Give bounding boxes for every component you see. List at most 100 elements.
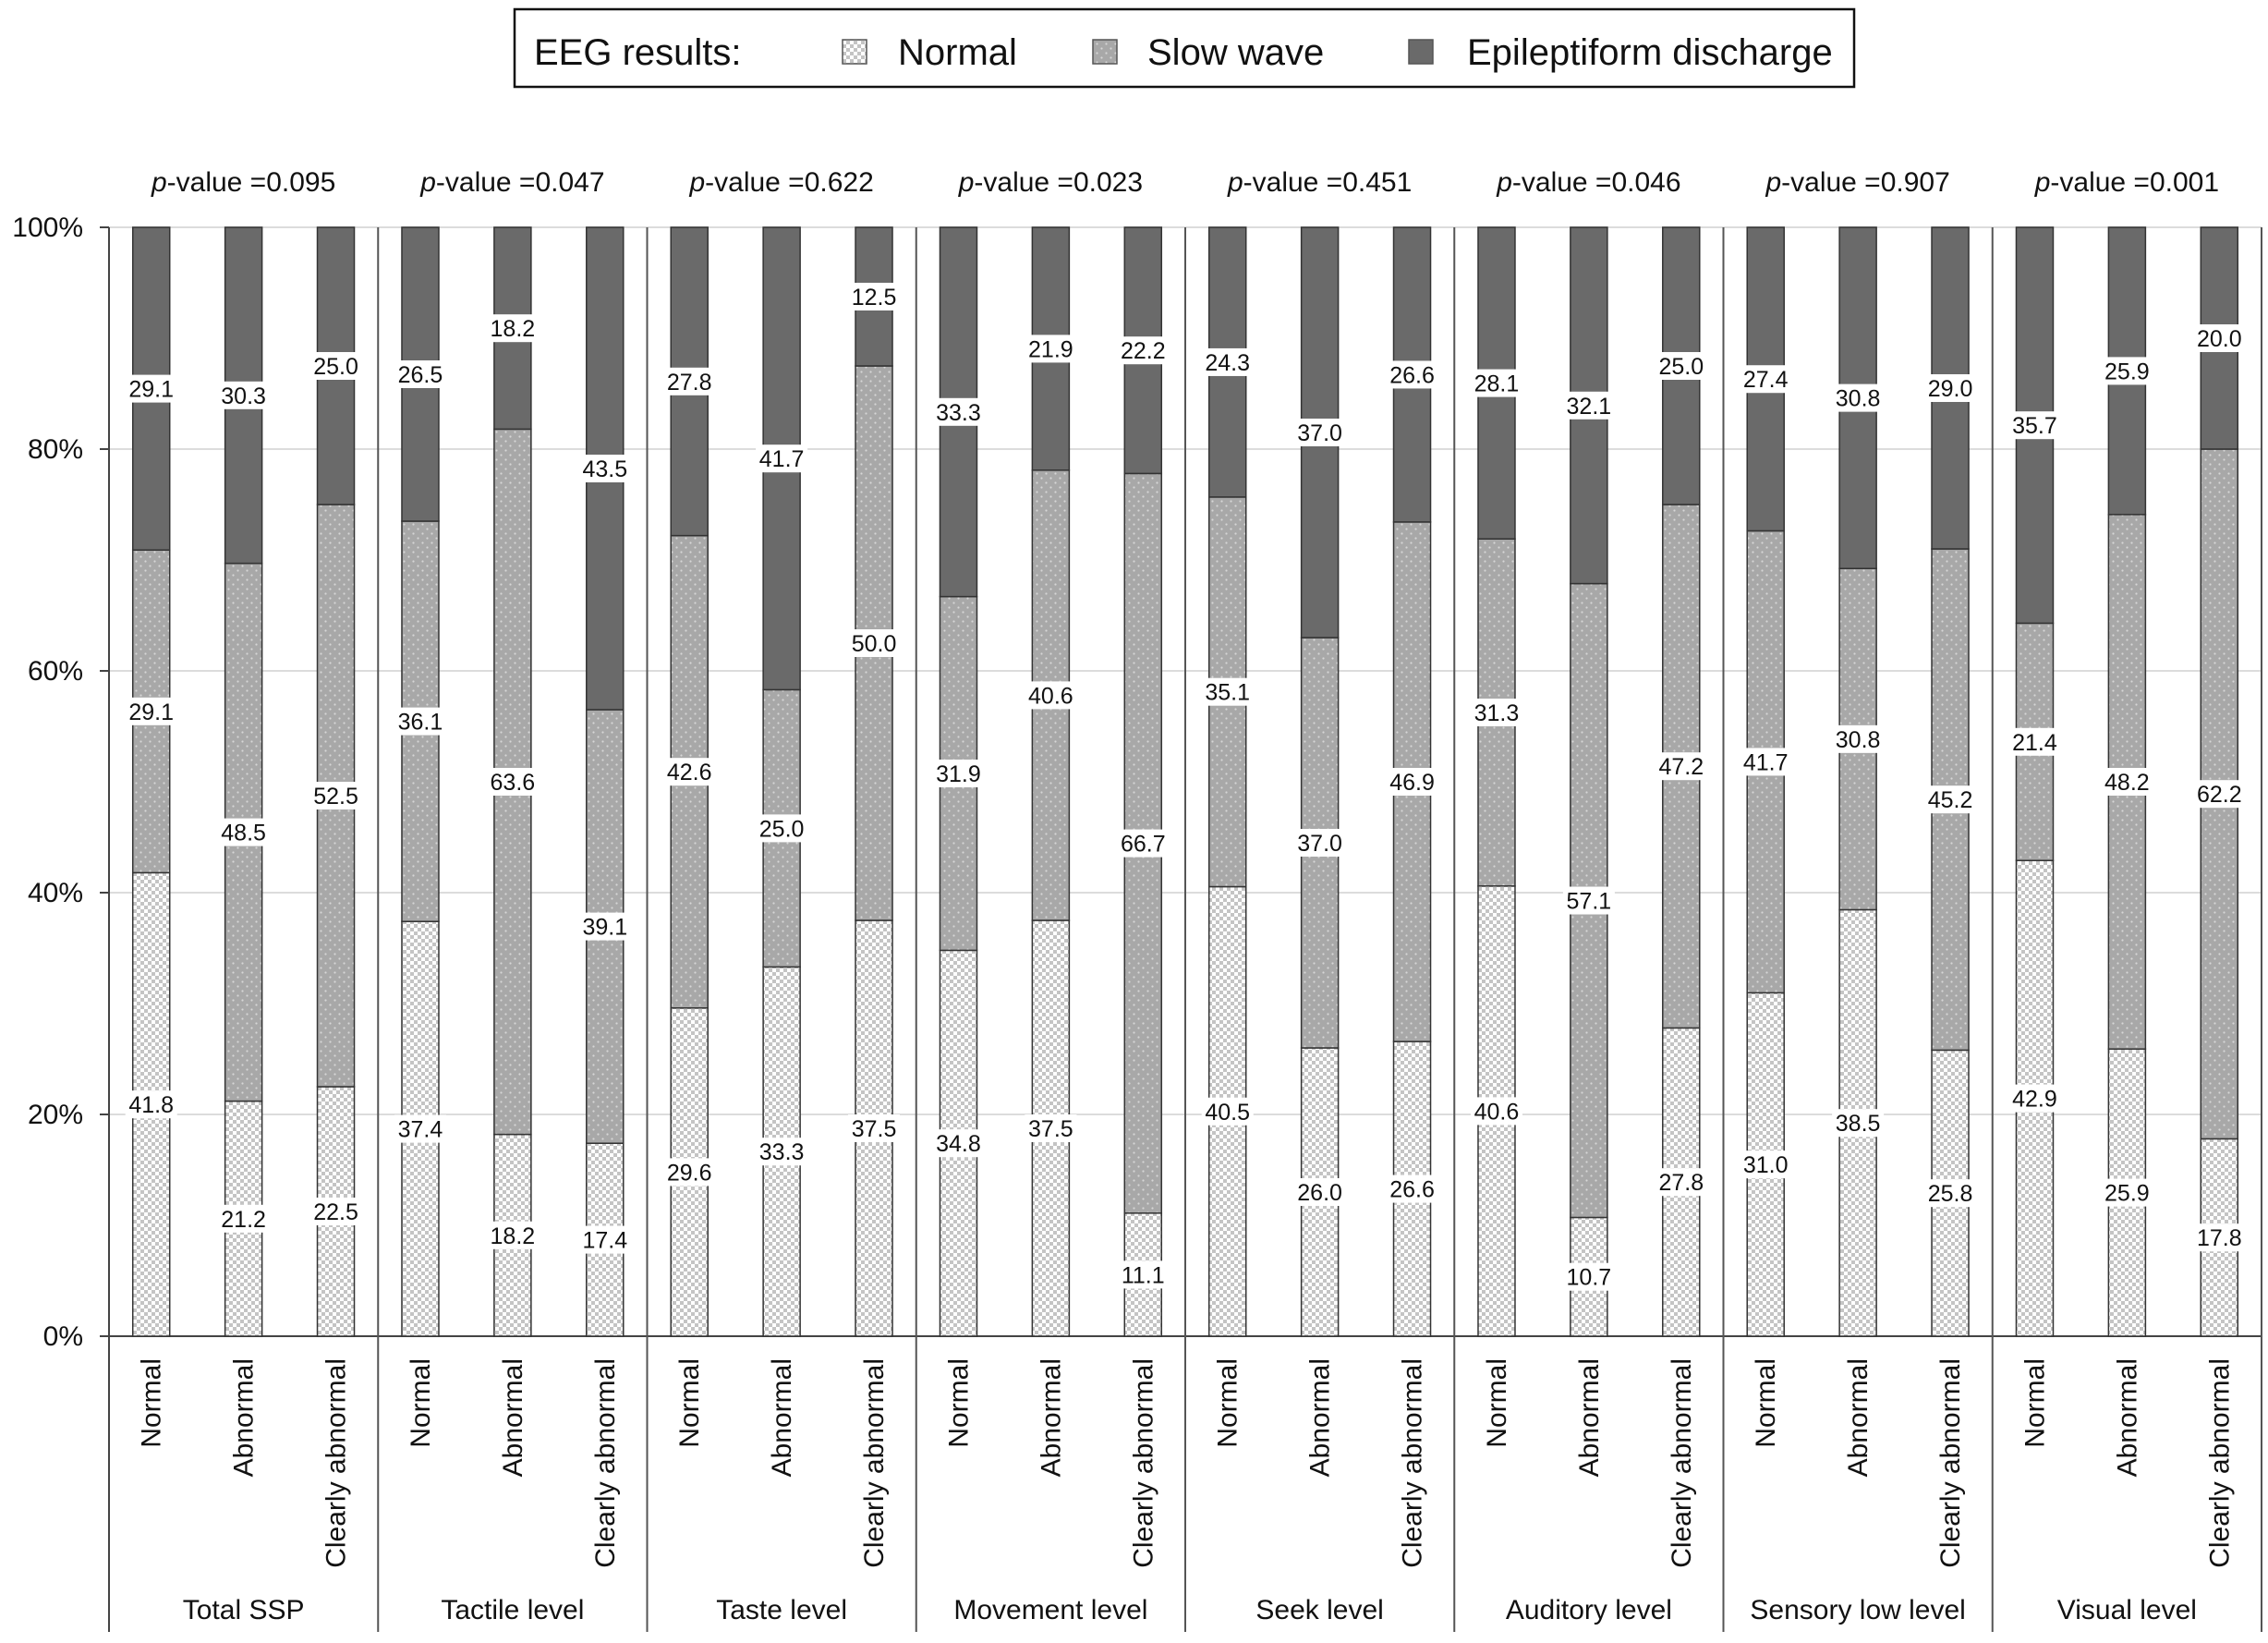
- value-label: 29.0: [1928, 376, 1973, 402]
- value-label: 20.0: [2197, 326, 2242, 352]
- value-label: 38.5: [1836, 1111, 1881, 1137]
- p-value-label: p-value =0.622: [688, 167, 873, 198]
- value-label: 26.0: [1297, 1180, 1342, 1206]
- p-value-text: -value =0.047: [436, 167, 605, 198]
- value-label: 11.1: [1122, 1262, 1165, 1288]
- category-label: Normal: [406, 1358, 436, 1448]
- value-label-bg: [756, 1138, 808, 1166]
- group-label: Taste level: [716, 1595, 847, 1625]
- value-label-bg: [1117, 336, 1170, 365]
- value-label: 29.6: [667, 1160, 712, 1186]
- value-label: 26.6: [1389, 362, 1435, 388]
- category-label: Clearly abnormal: [2204, 1358, 2235, 1568]
- value-label: 31.0: [1743, 1152, 1789, 1178]
- value-label: 37.5: [1028, 1116, 1073, 1142]
- value-label-bg: [1562, 391, 1615, 420]
- value-label-bg: [663, 758, 716, 786]
- value-label: 66.7: [1121, 832, 1166, 858]
- value-label-bg: [2008, 411, 2061, 440]
- value-label-bg: [309, 1198, 362, 1225]
- value-label-bg: [1025, 1114, 1077, 1142]
- value-label-bg: [1386, 360, 1438, 389]
- group-label: Sensory low level: [1750, 1595, 1965, 1625]
- value-label-bg: [578, 912, 631, 941]
- value-label-bg: [1924, 374, 1977, 402]
- value-label: 45.2: [1928, 787, 1973, 813]
- value-label-bg: [1293, 1178, 1346, 1206]
- value-label: 17.4: [582, 1228, 627, 1254]
- value-label: 21.2: [221, 1207, 266, 1233]
- value-label-bg: [2193, 324, 2246, 352]
- value-label-bg: [663, 1158, 716, 1187]
- value-label: 41.7: [1743, 749, 1789, 775]
- value-label: 48.5: [221, 821, 266, 846]
- category-label: Normal: [1213, 1358, 1243, 1448]
- value-label-bg: [1386, 768, 1438, 796]
- value-label-bg: [2193, 1223, 2246, 1252]
- value-label-bg: [125, 697, 177, 725]
- value-label-bg: [932, 397, 985, 426]
- category-label: Normal: [1751, 1358, 1781, 1448]
- p-value-text: -value =0.622: [705, 167, 874, 198]
- category-label: Normal: [2019, 1358, 2050, 1448]
- value-label: 30.8: [1836, 727, 1881, 753]
- p-value-italic: p: [419, 167, 436, 198]
- p-value-label: p-value =0.907: [1765, 167, 1949, 198]
- p-value-text: -value =0.095: [167, 167, 336, 198]
- p-value-label: p-value =0.047: [419, 167, 604, 198]
- p-value-label: p-value =0.046: [1496, 167, 1680, 198]
- legend-label-normal: Normal: [898, 32, 1017, 73]
- group-label: Tactile level: [441, 1595, 584, 1625]
- p-value-italic: p: [151, 167, 167, 198]
- y-tick-label: 20%: [28, 1100, 83, 1130]
- value-label: 37.0: [1297, 831, 1342, 857]
- p-value-label: p-value =0.095: [151, 167, 335, 198]
- value-label-bg: [1117, 829, 1170, 858]
- value-label-bg: [2101, 1178, 2153, 1207]
- value-label-bg: [1386, 1174, 1438, 1203]
- p-value-label: p-value =0.451: [1227, 167, 1412, 198]
- value-label: 12.5: [852, 285, 897, 310]
- category-label: Clearly abnormal: [1667, 1358, 1697, 1568]
- category-label: Clearly abnormal: [1128, 1358, 1158, 1568]
- value-label-bg: [932, 1129, 985, 1158]
- value-label-bg: [486, 1221, 539, 1249]
- value-label-bg: [1293, 419, 1346, 446]
- value-label: 21.9: [1028, 336, 1073, 362]
- value-label-bg: [1201, 677, 1254, 706]
- category-label: Normal: [674, 1358, 705, 1448]
- value-label: 29.1: [128, 700, 174, 725]
- category-label: Normal: [943, 1358, 974, 1448]
- value-label-bg: [309, 782, 362, 809]
- value-label: 35.1: [1205, 680, 1250, 706]
- p-value-italic: p: [2034, 167, 2051, 198]
- value-label-bg: [1562, 886, 1615, 915]
- value-label: 40.6: [1028, 683, 1073, 709]
- value-label-bg: [486, 314, 539, 343]
- legend-label-slow-wave: Slow wave: [1147, 32, 1324, 73]
- value-label-bg: [394, 1114, 446, 1143]
- value-label: 40.6: [1474, 1099, 1520, 1125]
- value-label: 57.1: [1567, 889, 1612, 915]
- value-label: 17.8: [2197, 1225, 2242, 1251]
- legend-swatch-normal: [842, 39, 867, 65]
- value-label-bg: [932, 760, 985, 787]
- category-label: Normal: [1482, 1358, 1512, 1448]
- p-value-italic: p: [1496, 167, 1512, 198]
- group-label: Total SSP: [183, 1595, 305, 1625]
- legend-label-epileptiform: Epileptiform discharge: [1467, 32, 1833, 73]
- group-label: Visual level: [2057, 1595, 2197, 1625]
- value-label-bg: [1655, 352, 1707, 380]
- value-label: 24.3: [1205, 350, 1250, 376]
- value-label: 50.0: [852, 631, 897, 657]
- value-label-bg: [309, 352, 362, 380]
- value-label-bg: [1740, 365, 1792, 394]
- y-tick-label: 60%: [28, 656, 83, 687]
- value-label-bg: [1470, 1097, 1522, 1126]
- value-label: 27.4: [1743, 367, 1789, 393]
- value-label: 41.8: [128, 1092, 174, 1118]
- p-value-text: -value =0.046: [1512, 167, 1681, 198]
- value-label: 52.5: [313, 784, 358, 809]
- category-label: Abnormal: [1036, 1358, 1066, 1477]
